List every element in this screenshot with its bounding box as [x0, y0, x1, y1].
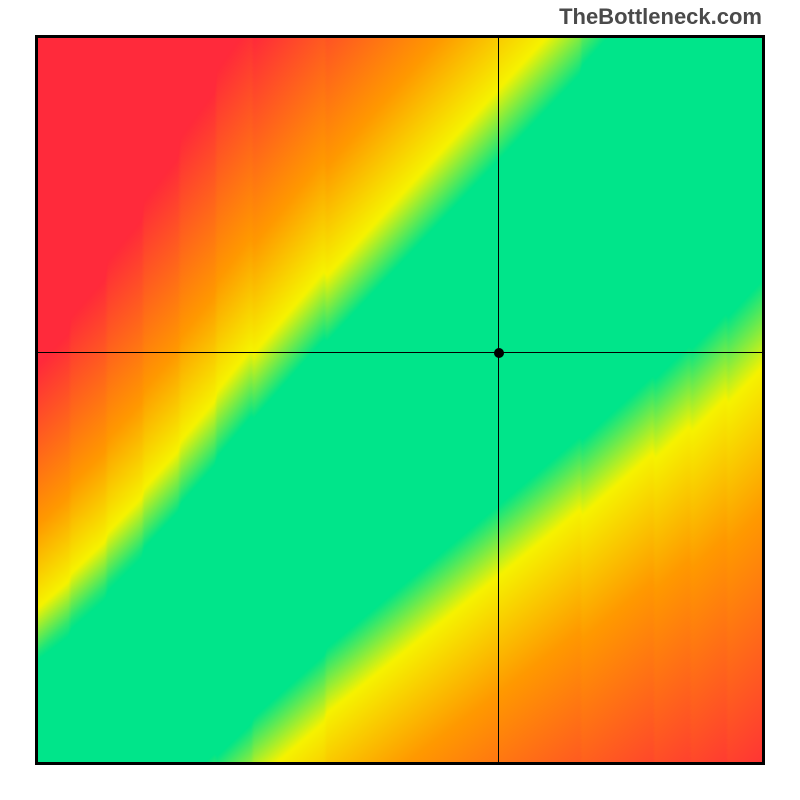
watermark-text: TheBottleneck.com — [559, 4, 762, 30]
crosshair-horizontal — [35, 352, 765, 354]
marker-dot — [494, 348, 504, 358]
crosshair-vertical — [498, 35, 500, 765]
heatmap-canvas — [35, 35, 765, 765]
heatmap-chart — [35, 35, 765, 765]
chart-container: TheBottleneck.com — [0, 0, 800, 800]
